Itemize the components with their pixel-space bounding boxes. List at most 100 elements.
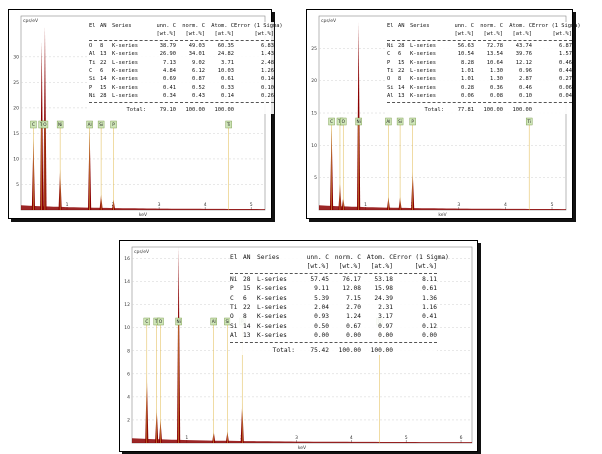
table-cell: 0.08 [490, 93, 503, 100]
table-cell: 0.27 [559, 76, 572, 83]
table-cell: 0.26 [261, 93, 274, 100]
element-label-box [86, 120, 93, 129]
table-cell: 3.17 [378, 313, 393, 321]
table-cell: 1.01 [461, 68, 474, 75]
table-cell: 0.00 [314, 332, 329, 340]
eds-panel-3: 246810121416123456cps/eVkeVCTiONiAlSiPTi… [119, 240, 478, 452]
table-cell: 39.76 [515, 51, 532, 58]
table-cell: 28 [100, 93, 107, 100]
table-cell: 38.79 [159, 42, 176, 49]
table-cell: 26.90 [159, 51, 176, 58]
table-cell: K-series [257, 285, 287, 293]
table-cell: 0.04 [559, 93, 572, 100]
table-row: Ni 28 L-series 56.63 72.78 43.74 6.87 [387, 42, 572, 50]
table-cell: 0.43 [192, 93, 205, 100]
table-cell: 2.70 [346, 304, 361, 312]
table-row: Al 13 K-series 26.90 34.01 24.82 1.43 [89, 50, 274, 58]
spectrum-background [132, 438, 472, 443]
table-cell: Atom. C [366, 254, 393, 261]
table-cell: 72.78 [486, 42, 503, 49]
table-cell: 1.43 [261, 51, 274, 58]
table-cell: C [89, 68, 93, 75]
table-cell: 0.46 [519, 84, 532, 91]
table-cell: 8.11 [422, 275, 437, 283]
table-cell: 1.36 [422, 294, 437, 302]
table-cell: 0.96 [519, 68, 532, 75]
y-unit-label: cps/eV [321, 18, 337, 24]
table-cell: 100.00 [483, 106, 503, 113]
table-cell: 15 [398, 59, 405, 66]
table-cell: 9.02 [192, 59, 205, 66]
element-label-box [340, 117, 347, 126]
table-cell: 6 [398, 51, 402, 58]
y-tick-label: 4 [127, 394, 130, 400]
table-cell: 0.93 [314, 313, 329, 321]
table-cell: 22 [243, 304, 251, 312]
table-cell: Si [387, 84, 394, 91]
table-cell: 15 [100, 84, 107, 91]
element-label-box [385, 117, 392, 126]
spectrum-peak [43, 26, 47, 210]
table-total-row: Total: 79.10 100.00 100.00 [89, 106, 274, 114]
x-tick-label: 5 [551, 202, 554, 208]
element-label: Si [226, 319, 230, 324]
element-label-box [97, 120, 105, 129]
table-cell: 79.10 [159, 106, 176, 113]
table-row: Ti 22 L-series 7.13 9.02 3.71 2.48 [89, 59, 274, 67]
y-tick-label: 15 [311, 111, 317, 117]
table-cell: O [387, 76, 391, 83]
y-tick-label: 12 [124, 302, 130, 308]
table-cell: K-series [257, 332, 287, 340]
quantification-table: El AN Series unn. C norm. C Atom. CError (1 S… [89, 22, 283, 115]
element-label: Ti [154, 319, 159, 324]
eds-panel-2: 51015202512345cps/eVkeVCTiONiAlSiPTiElAN… [306, 9, 581, 219]
spectrum-peak [357, 22, 361, 210]
table-cell: Al [387, 93, 394, 100]
x-tick-label: 4 [504, 202, 507, 208]
table-cell: [wt.%] [185, 31, 205, 38]
element-label: Al [386, 119, 390, 124]
table-cell: 5.39 [314, 294, 329, 302]
table-cell: 10.64 [486, 59, 503, 66]
y-tick-label: 8 [127, 348, 130, 354]
table-cell: norm. C [480, 23, 503, 29]
y-unit-label: cps/eV [134, 249, 150, 255]
table-cell: 1.01 [461, 76, 474, 83]
table-cell: 1.26 [261, 68, 274, 75]
table-cell: 56.63 [457, 42, 474, 49]
y-tick-label: 30 [13, 54, 19, 60]
table-cell: 0.14 [221, 93, 234, 100]
table-rule [387, 101, 572, 103]
element-label: Al [88, 122, 92, 127]
table-cell: 9.11 [314, 285, 329, 293]
table-cell: K-series [410, 76, 436, 83]
table-cell: 0.06 [559, 84, 572, 91]
table-cell: 22 [398, 68, 405, 75]
table-cell: [at.%] [512, 31, 532, 38]
element-label: Ni [58, 122, 62, 127]
table-row: P 15 K-series 8.28 10.64 12.12 0.46 [387, 59, 572, 67]
table-cell: 14 [100, 76, 107, 83]
x-tick-label: 5 [405, 435, 408, 441]
table-cell: 2.87 [519, 76, 532, 83]
table-units: [wt.%] [wt.%] [at.%] [wt.%] [387, 30, 572, 38]
table-cell: 1.30 [490, 68, 503, 75]
y-tick-label: 10 [124, 325, 130, 331]
y-tick-label: 20 [13, 105, 19, 111]
table-cell: 1.57 [559, 51, 572, 58]
table-cell: [wt.%] [454, 31, 474, 38]
table-cell: 7.13 [163, 59, 176, 66]
table-cell: 22 [100, 59, 107, 66]
element-label-box [110, 120, 117, 129]
table-cell: Al [230, 332, 238, 340]
table-cell: 24.82 [217, 51, 234, 58]
table-cell: Error (1 Sigma) [532, 23, 581, 29]
table-cell: 8.28 [461, 59, 474, 66]
table-cell: AN [243, 254, 251, 261]
table-cell: 14 [243, 322, 251, 330]
x-tick-label: 6 [460, 435, 463, 441]
table-cell: unn. C [156, 23, 176, 29]
table-cell: C [230, 294, 234, 302]
table-cell: 0.44 [559, 68, 572, 75]
table-header: El AN Series unn. C norm. C Atom. CError (1 S… [230, 253, 449, 262]
